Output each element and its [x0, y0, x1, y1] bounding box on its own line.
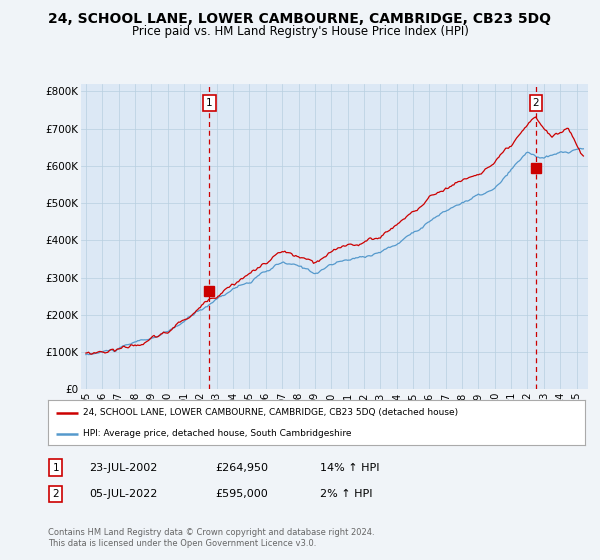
Text: 2% ↑ HPI: 2% ↑ HPI	[320, 489, 372, 499]
Text: 05-JUL-2022: 05-JUL-2022	[89, 489, 157, 499]
Text: 1: 1	[52, 463, 59, 473]
Text: £264,950: £264,950	[215, 463, 268, 473]
Text: 24, SCHOOL LANE, LOWER CAMBOURNE, CAMBRIDGE, CB23 5DQ: 24, SCHOOL LANE, LOWER CAMBOURNE, CAMBRI…	[49, 12, 551, 26]
Text: HPI: Average price, detached house, South Cambridgeshire: HPI: Average price, detached house, Sout…	[83, 430, 352, 438]
Text: 23-JUL-2002: 23-JUL-2002	[89, 463, 157, 473]
Text: 2: 2	[52, 489, 59, 499]
Text: 2: 2	[533, 97, 539, 108]
Text: 14% ↑ HPI: 14% ↑ HPI	[320, 463, 379, 473]
Text: Contains HM Land Registry data © Crown copyright and database right 2024.
This d: Contains HM Land Registry data © Crown c…	[48, 528, 374, 548]
Text: £595,000: £595,000	[215, 489, 268, 499]
Text: 24, SCHOOL LANE, LOWER CAMBOURNE, CAMBRIDGE, CB23 5DQ (detached house): 24, SCHOOL LANE, LOWER CAMBOURNE, CAMBRI…	[83, 408, 458, 417]
Text: 1: 1	[206, 97, 212, 108]
Text: Price paid vs. HM Land Registry's House Price Index (HPI): Price paid vs. HM Land Registry's House …	[131, 25, 469, 38]
